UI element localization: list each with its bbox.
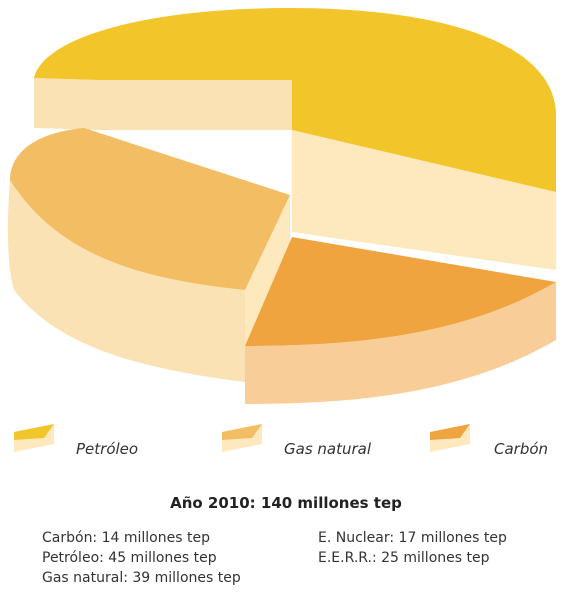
pie-chart-3d: [7, 8, 557, 404]
slice-petroleo-top: [34, 8, 557, 192]
notes-right: E. Nuclear: 17 millones tep E.E.R.R.: 25…: [318, 528, 507, 568]
chart-title: Año 2010: 140 millones tep: [170, 494, 402, 512]
slice-gas-natural-top: [10, 128, 290, 290]
slice-carbon-top: [245, 237, 556, 346]
slice-petroleo: [34, 8, 557, 270]
note-carbon: Carbón: 14 millones tep: [42, 530, 210, 546]
slice-petroleo-front-face: [292, 130, 556, 270]
slice-carbon: [245, 237, 556, 404]
legend-label-gas-natural: Gas natural: [284, 440, 372, 458]
legend-swatch-carbon: [430, 424, 470, 452]
legend-swatch-petroleo: [14, 424, 54, 452]
slice-gas-natural-side: [7, 180, 246, 382]
note-eerr: E.E.R.R.: 25 millones tep: [318, 550, 490, 566]
legend-label-petroleo: Petróleo: [76, 440, 139, 458]
note-nuclear: E. Nuclear: 17 millones tep: [318, 530, 507, 546]
note-petroleo: Petróleo: 45 millones tep: [42, 550, 217, 566]
legend: Petróleo Gas natural Carbón: [0, 418, 572, 462]
slice-petroleo-side: [34, 78, 292, 130]
slice-carbon-side: [245, 282, 556, 404]
legend-label-carbon: Carbón: [494, 440, 549, 458]
legend-swatch-gas-natural: [222, 424, 262, 452]
note-gas-natural: Gas natural: 39 millones tep: [42, 570, 241, 586]
notes-left: Carbón: 14 millones tep Petróleo: 45 mil…: [42, 528, 241, 588]
